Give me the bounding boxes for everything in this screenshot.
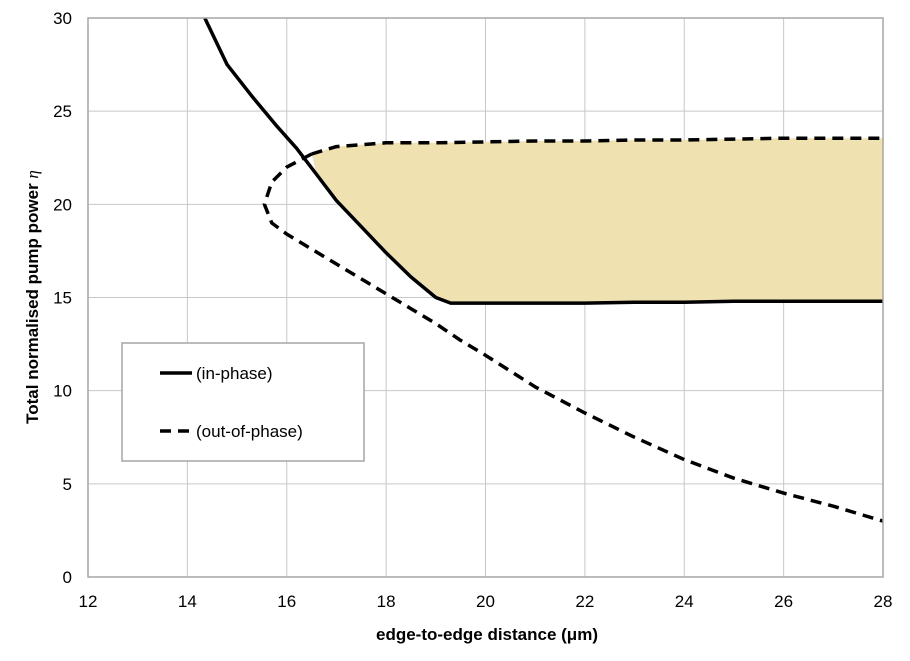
x-tick-label: 24	[675, 592, 694, 611]
x-tick-label: 12	[79, 592, 98, 611]
y-tick-label: 0	[63, 568, 72, 587]
y-tick-label: 5	[63, 475, 72, 494]
series-in-phase	[203, 17, 883, 305]
legend-box	[121, 342, 365, 462]
y-tick-label: 25	[53, 102, 72, 121]
x-tick-label: 18	[377, 592, 396, 611]
x-tick-label: 14	[178, 592, 197, 611]
x-tick-label: 26	[774, 592, 793, 611]
shaded-region	[311, 138, 884, 304]
x-tick-label: 22	[575, 592, 594, 611]
x-tick-label: 28	[874, 592, 893, 611]
legend: (in-phase) (out-of-phase)	[121, 342, 365, 462]
y-tick-label: 15	[53, 289, 72, 308]
x-tick-label: 20	[476, 592, 495, 611]
legend-label-out-of-phase: (out-of-phase)	[196, 422, 303, 441]
y-axis-title: Total normalised pump power η	[23, 170, 42, 424]
series-out-of-phase-upper	[311, 136, 883, 156]
y-tick-label: 30	[53, 9, 72, 28]
series-layer	[203, 17, 884, 523]
x-axis-title: edge-to-edge distance (μm)	[376, 625, 598, 644]
y-tick-label: 10	[53, 382, 72, 401]
y-tick-label: 20	[53, 195, 72, 214]
series-out-of-phase	[262, 152, 884, 523]
plot-area-border	[87, 17, 884, 578]
tick-labels: 12 14 16 18 20 22 24 26 28 0 5 10 15 20 25 30	[53, 9, 892, 611]
eta-symbol: η	[23, 170, 42, 178]
x-tick-label: 16	[277, 592, 296, 611]
legend-label-in-phase: (in-phase)	[196, 364, 273, 383]
y-axis-title-prefix: Total normalised pump power	[23, 183, 42, 424]
